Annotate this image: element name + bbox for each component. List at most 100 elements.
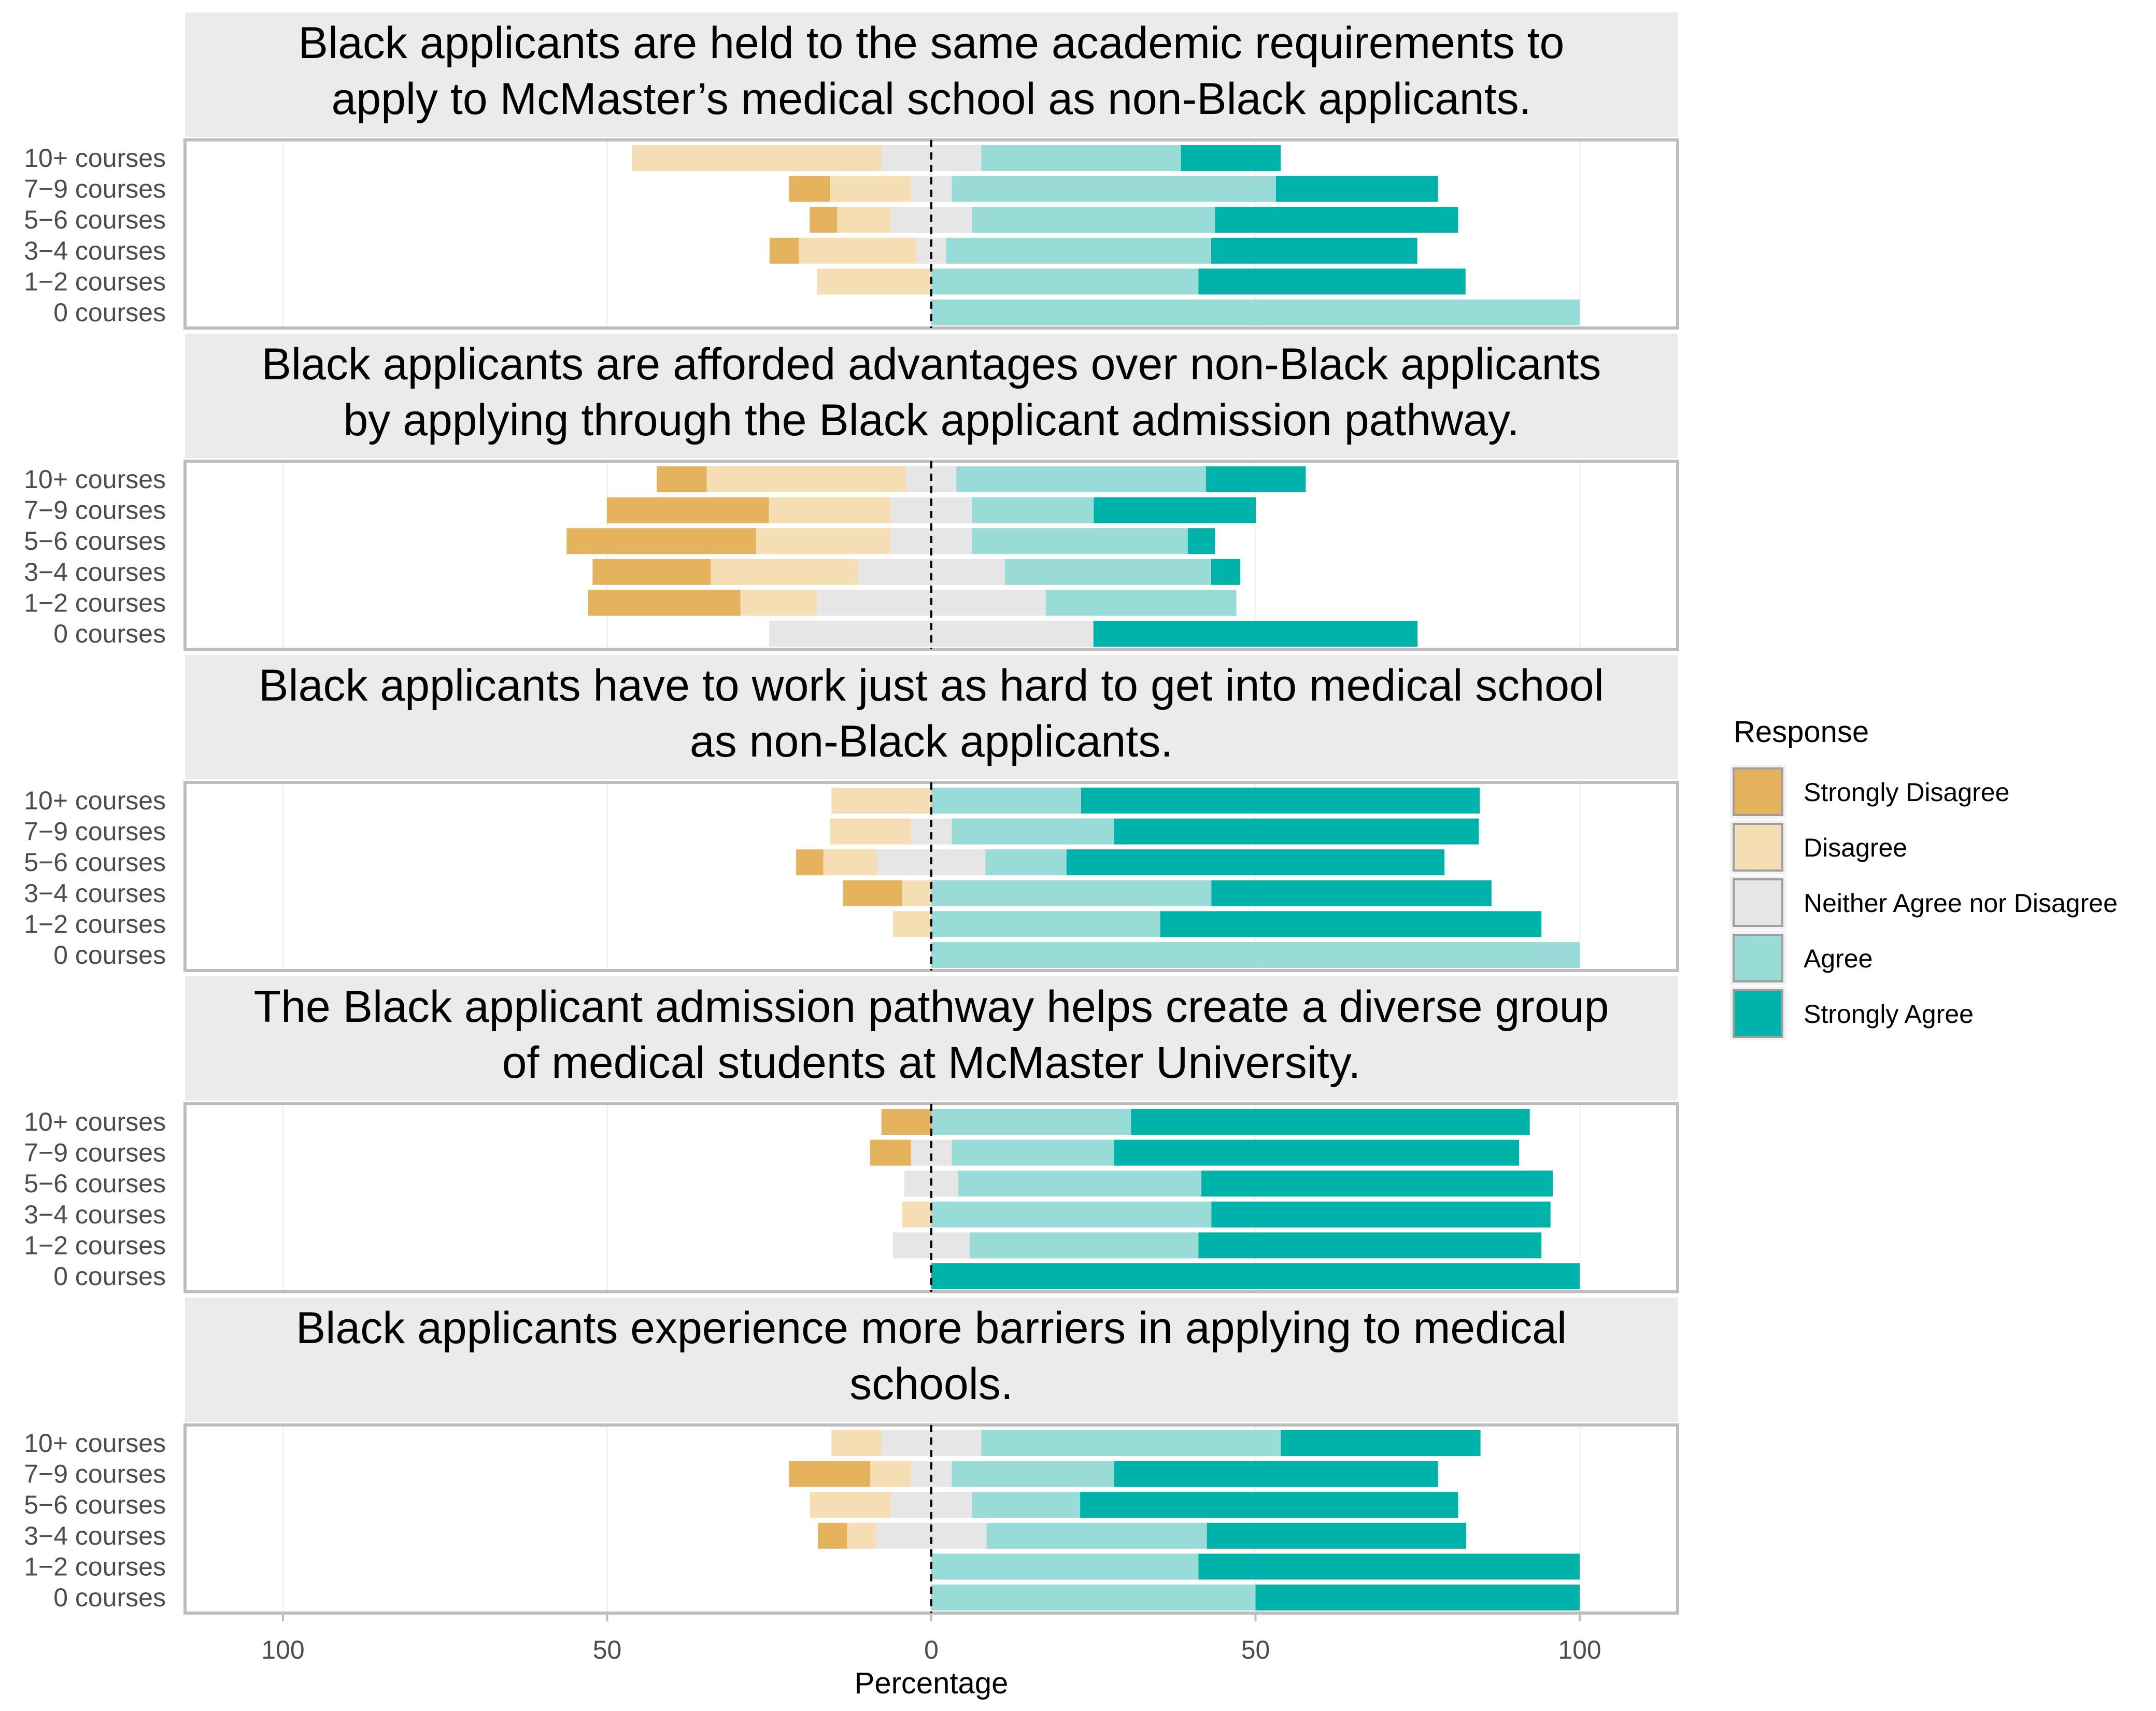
- bar-agree: [952, 1139, 1114, 1166]
- bar-agree: [931, 1109, 1131, 1135]
- legend-label: Strongly Agree: [1804, 1000, 1974, 1029]
- y-tick-label: 5−6 courses: [24, 526, 166, 555]
- y-tick-label: 7−9 courses: [24, 817, 166, 846]
- bar-disagree: [830, 818, 911, 845]
- y-tick-label: 5−6 courses: [24, 1169, 166, 1198]
- bar-strongly-agree: [1198, 268, 1466, 295]
- bar-disagree: [769, 497, 891, 523]
- y-tick-label: 1−2 courses: [24, 588, 166, 617]
- bar-agree: [931, 880, 1212, 906]
- x-axis-title: Percentage: [855, 1666, 1009, 1700]
- bar-strongly-agree: [1198, 1232, 1542, 1259]
- y-tick-label: 3−4 courses: [24, 1200, 166, 1229]
- bar-strongly-agree: [1211, 880, 1492, 906]
- bar-strongly-disagree: [789, 176, 830, 202]
- bar-strongly-agree: [1215, 207, 1458, 233]
- y-tick-label: 3−4 courses: [24, 558, 166, 587]
- legend-swatch: [1733, 989, 1783, 1038]
- bar-strongly-disagree: [796, 849, 824, 876]
- y-tick-label: 1−2 courses: [24, 909, 166, 938]
- y-tick-label: 3−4 courses: [24, 236, 166, 265]
- y-tick-label: 1−2 courses: [24, 1552, 166, 1581]
- bar-disagree: [817, 268, 931, 295]
- legend-swatch: [1733, 823, 1783, 872]
- y-tick-label: 0 courses: [53, 619, 166, 648]
- bar-strongly-agree: [1114, 1461, 1438, 1487]
- bar-agree: [972, 1492, 1081, 1518]
- facet-title-line: Black applicants experience more barrier…: [296, 1303, 1567, 1353]
- bar-strongly-agree: [1211, 237, 1417, 264]
- bar-strongly-agree: [1198, 1553, 1580, 1580]
- legend-swatch: [1733, 767, 1783, 816]
- x-tick-label: 100: [1558, 1635, 1601, 1664]
- y-tick-label: 1−2 courses: [24, 1231, 166, 1260]
- bar-agree: [931, 1553, 1199, 1580]
- bar-agree: [969, 1232, 1199, 1259]
- bar-agree: [956, 466, 1206, 492]
- bar-strongly-disagree: [566, 528, 756, 554]
- y-tick-label: 7−9 courses: [24, 175, 166, 204]
- bar-disagree: [847, 1522, 876, 1549]
- bar-agree: [1004, 559, 1211, 585]
- facet-strip-4: [185, 976, 1678, 1101]
- bar-strongly-disagree: [810, 207, 837, 233]
- legend-title: Response: [1734, 715, 1869, 749]
- bar-strongly-agree: [1081, 788, 1480, 814]
- y-tick-label: 3−4 courses: [24, 879, 166, 908]
- bar-strongly-agree: [1080, 1492, 1458, 1518]
- bar-strongly-disagree: [588, 590, 741, 616]
- bar-strongly-agree: [1066, 849, 1445, 876]
- y-tick-label: 7−9 courses: [24, 1460, 166, 1489]
- bar-strongly-disagree: [870, 1139, 911, 1166]
- bar-agree: [931, 268, 1199, 295]
- bar-disagree: [830, 176, 911, 202]
- bar-disagree: [711, 559, 858, 585]
- bar-strongly-agree: [1201, 1171, 1553, 1197]
- bar-strongly-agree: [1114, 818, 1479, 845]
- bar-agree: [972, 528, 1188, 554]
- bar-strongly-disagree: [818, 1522, 847, 1549]
- bar-strongly-agree: [1187, 528, 1215, 554]
- bar-disagree: [632, 145, 882, 171]
- bar-strongly-disagree: [769, 237, 799, 264]
- y-tick-label: 5−6 courses: [24, 1490, 166, 1519]
- legend-label: Agree: [1804, 944, 1873, 973]
- bar-agree: [1045, 590, 1237, 616]
- bar-disagree: [823, 849, 877, 876]
- bar-disagree: [902, 1201, 931, 1228]
- x-tick-label: 100: [261, 1635, 304, 1664]
- bar-strongly-agree: [1160, 911, 1542, 937]
- x-tick-label: 50: [593, 1635, 622, 1664]
- bar-strongly-agree: [1275, 176, 1438, 202]
- x-tick-label: 50: [1241, 1635, 1270, 1664]
- bar-agree: [958, 1171, 1202, 1197]
- y-tick-label: 1−2 courses: [24, 267, 166, 296]
- bar-strongly-agree: [1181, 145, 1281, 171]
- facet-title-line: Black applicants are held to the same ac…: [299, 18, 1565, 68]
- facet-strip-1: [185, 12, 1678, 137]
- bar-strongly-disagree: [657, 466, 707, 492]
- facet-title-line: as non-Black applicants.: [690, 717, 1173, 766]
- bar-strongly-agree: [1205, 466, 1306, 492]
- legend-label: Strongly Disagree: [1804, 778, 2009, 807]
- bar-agree: [986, 1522, 1207, 1549]
- bar-disagree: [831, 788, 931, 814]
- facet-strip-3: [185, 655, 1678, 779]
- bar-agree: [931, 942, 1580, 968]
- bar-strongly-agree: [1131, 1109, 1530, 1135]
- bar-agree: [985, 849, 1067, 876]
- bar-agree: [931, 1585, 1256, 1610]
- legend-label: Neither Agree nor Disagree: [1804, 889, 2118, 918]
- y-tick-label: 0 courses: [53, 1262, 166, 1291]
- bar-agree: [931, 911, 1160, 937]
- y-tick-label: 10+ courses: [24, 1429, 166, 1458]
- bar-strongly-agree: [1094, 497, 1256, 523]
- facet-title-line: of medical students at McMaster Universi…: [502, 1038, 1361, 1088]
- x-tick-label: 0: [924, 1635, 939, 1664]
- bar-disagree: [810, 1492, 891, 1518]
- bar-agree: [952, 1461, 1114, 1487]
- y-tick-label: 10+ courses: [24, 786, 166, 815]
- bar-strongly-agree: [1114, 1139, 1520, 1166]
- bar-strongly-disagree: [606, 497, 769, 523]
